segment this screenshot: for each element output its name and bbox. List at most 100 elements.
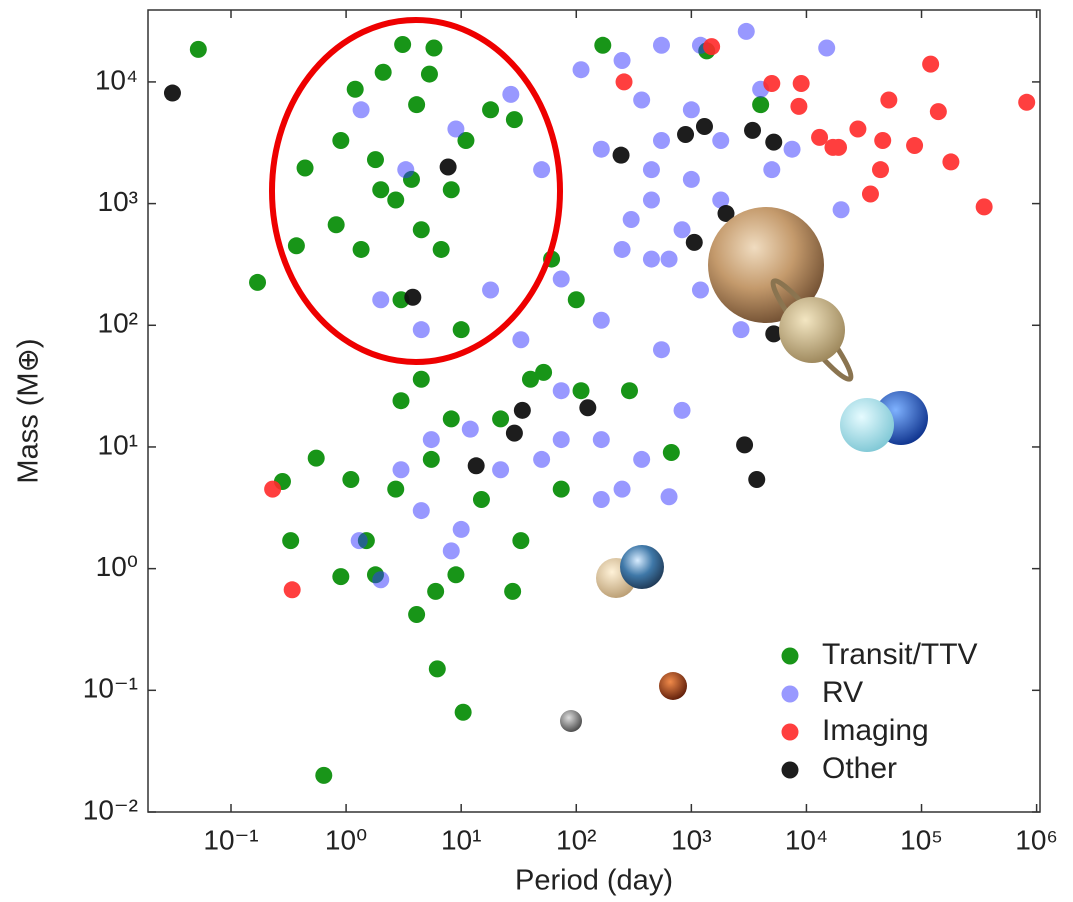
scatter-point bbox=[674, 221, 691, 238]
legend-label: Other bbox=[822, 752, 897, 785]
scatter-point bbox=[643, 161, 660, 178]
scatter-point bbox=[643, 192, 660, 209]
scatter-point bbox=[372, 181, 389, 198]
scatter-point bbox=[413, 221, 430, 238]
scatter-point bbox=[506, 425, 523, 442]
scatter-point bbox=[872, 161, 889, 178]
scatter-point bbox=[553, 481, 570, 498]
scatter-point bbox=[440, 158, 457, 175]
scatter-point bbox=[621, 382, 638, 399]
x-tick-label: 10⁰ bbox=[325, 824, 367, 855]
scatter-point bbox=[504, 583, 521, 600]
scatter-point bbox=[533, 451, 550, 468]
scatter-point bbox=[249, 274, 266, 291]
scatter-point bbox=[738, 23, 755, 40]
scatter-point bbox=[573, 61, 590, 78]
scatter-point bbox=[862, 185, 879, 202]
scatter-point bbox=[733, 321, 750, 338]
legend-marker bbox=[782, 648, 799, 665]
scatter-point bbox=[616, 73, 633, 90]
scatter-point bbox=[790, 98, 807, 115]
chart: Period (day) Mass (M⊕) Transit/TTVRVImag… bbox=[0, 0, 1073, 902]
scatter-point bbox=[443, 542, 460, 559]
scatter-point bbox=[387, 481, 404, 498]
scatter-point bbox=[922, 56, 939, 73]
scatter-point bbox=[468, 457, 485, 474]
scatter-point bbox=[288, 237, 305, 254]
scatter-point bbox=[613, 147, 630, 164]
scatter-point bbox=[372, 571, 389, 588]
scatter-point bbox=[833, 201, 850, 218]
scatter-point bbox=[164, 85, 181, 102]
scatter-point bbox=[683, 101, 700, 118]
scatter-point bbox=[614, 241, 631, 258]
scatter-point bbox=[535, 364, 552, 381]
scatter-point bbox=[653, 37, 670, 54]
y-tick-label: 10² bbox=[98, 308, 138, 339]
scatter-point bbox=[703, 38, 720, 55]
scatter-point bbox=[744, 122, 761, 139]
legend-marker bbox=[782, 724, 799, 741]
scatter-point bbox=[443, 181, 460, 198]
scatter-point bbox=[930, 103, 947, 120]
scatter-point bbox=[594, 37, 611, 54]
scatter-point bbox=[748, 471, 765, 488]
scatter-point bbox=[573, 382, 590, 399]
x-tick-label: 10⁵ bbox=[900, 824, 943, 855]
scatter-point bbox=[593, 491, 610, 508]
scatter-point bbox=[375, 64, 392, 81]
scatter-point bbox=[427, 583, 444, 600]
y-tick-label: 10⁻² bbox=[83, 794, 138, 825]
scatter-point bbox=[661, 488, 678, 505]
x-tick-label: 10⁴ bbox=[785, 824, 828, 855]
y-tick-label: 10⁰ bbox=[96, 551, 138, 582]
legend-marker bbox=[782, 686, 799, 703]
scatter-point bbox=[763, 161, 780, 178]
planet-icon bbox=[560, 710, 582, 732]
scatter-point bbox=[492, 410, 509, 427]
scatter-point bbox=[593, 312, 610, 329]
scatter-point bbox=[818, 40, 835, 57]
scatter-point bbox=[614, 481, 631, 498]
scatter-point bbox=[614, 52, 631, 69]
planet-icon bbox=[779, 297, 845, 363]
scatter-point bbox=[692, 281, 709, 298]
scatter-point bbox=[408, 606, 425, 623]
scatter-point bbox=[653, 341, 670, 358]
scatter-point bbox=[453, 521, 470, 538]
scatter-point bbox=[443, 410, 460, 427]
scatter-point bbox=[429, 660, 446, 677]
scatter-point bbox=[553, 271, 570, 288]
scatter-point bbox=[393, 392, 410, 409]
scatter-point bbox=[482, 281, 499, 298]
scatter-point bbox=[332, 132, 349, 149]
y-tick-label: 10⁻¹ bbox=[83, 673, 138, 704]
scatter-point bbox=[736, 436, 753, 453]
scatter-point bbox=[849, 121, 866, 138]
scatter-point bbox=[367, 151, 384, 168]
legend-label: RV bbox=[822, 676, 863, 709]
scatter-point bbox=[482, 101, 499, 118]
scatter-point bbox=[1018, 94, 1035, 111]
scatter-point bbox=[696, 118, 713, 135]
scatter-point bbox=[712, 132, 729, 149]
scatter-point bbox=[347, 81, 364, 98]
scatter-point bbox=[447, 566, 464, 583]
scatter-point bbox=[308, 450, 325, 467]
y-axis-label: Mass (M⊕) bbox=[13, 338, 45, 483]
scatter-point bbox=[264, 481, 281, 498]
x-axis-label: Period (day) bbox=[515, 865, 673, 897]
scatter-point bbox=[593, 141, 610, 158]
scatter-point bbox=[579, 399, 596, 416]
scatter-point bbox=[568, 291, 585, 308]
scatter-point bbox=[765, 134, 782, 151]
scatter-point bbox=[677, 126, 694, 143]
scatter-point bbox=[423, 431, 440, 448]
scatter-point bbox=[433, 241, 450, 258]
legend-label: Transit/TTV bbox=[822, 638, 978, 671]
scatter-point bbox=[533, 161, 550, 178]
legend-marker bbox=[782, 762, 799, 779]
scatter-point bbox=[633, 92, 650, 109]
scatter-point bbox=[633, 451, 650, 468]
scatter-point bbox=[408, 96, 425, 113]
